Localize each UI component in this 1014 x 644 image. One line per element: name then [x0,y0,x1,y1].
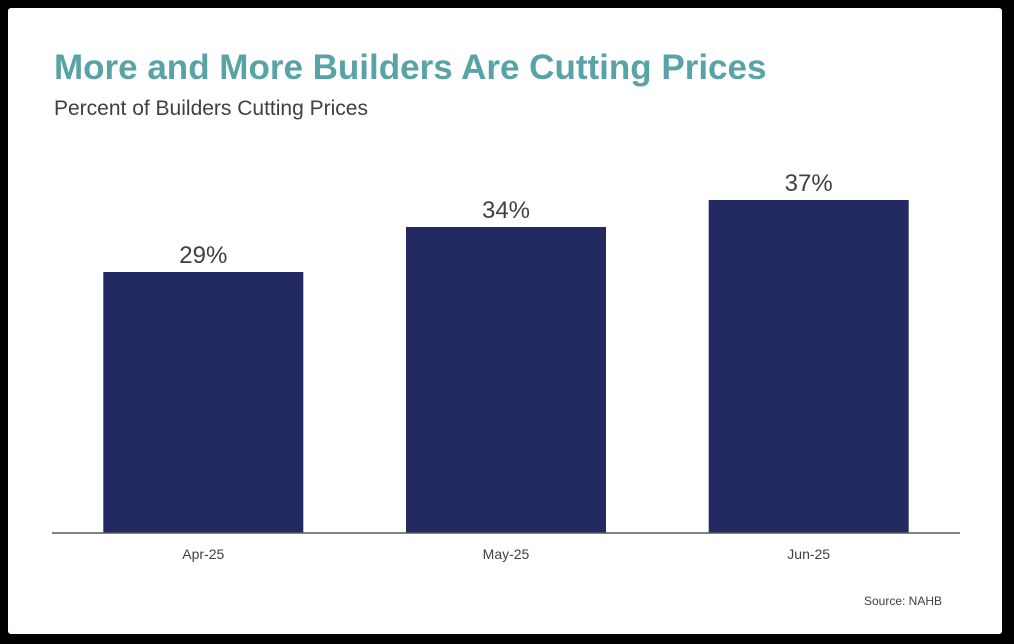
chart-title: More and More Builders Are Cutting Price… [54,48,767,87]
x-tick-label: Apr-25 [182,546,224,562]
bar-apr-25 [103,272,304,533]
source-note: Source: NAHB [863,594,942,608]
data-label: 29% [179,242,227,269]
chart-card: More and More Builders Are Cutting Price… [8,8,1002,634]
bar-chart: 29% Apr-25 34% May-25 37% Jun-25 [52,170,960,562]
data-label: 37% [785,170,833,197]
x-tick-label: Jun-25 [787,546,830,562]
bar-jun-25 [708,200,909,533]
x-tick-label: May-25 [483,546,530,562]
data-label: 34% [482,197,530,224]
chart-subtitle: Percent of Builders Cutting Prices [54,97,368,120]
bar-may-25 [406,227,606,533]
